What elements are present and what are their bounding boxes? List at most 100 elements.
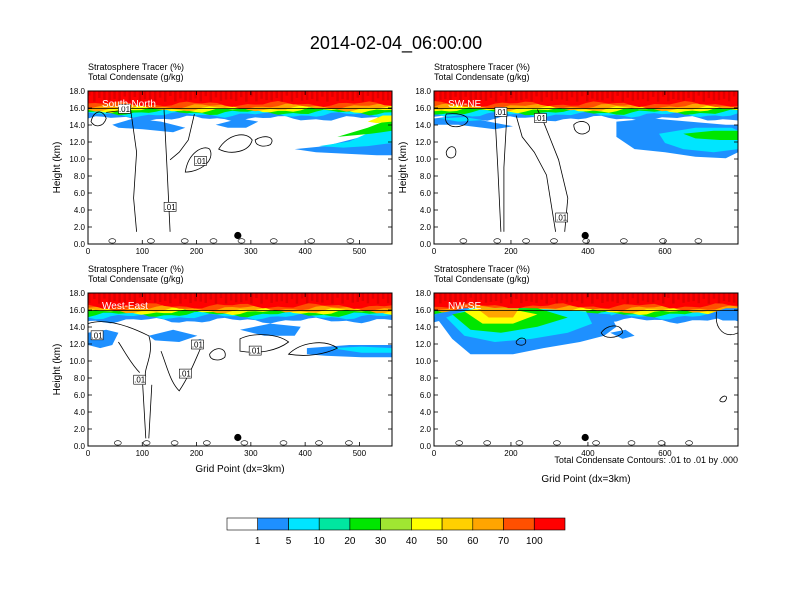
tracer-streak — [499, 91, 503, 96]
tracer-streak — [504, 91, 508, 102]
colorbar-swatch — [318, 517, 351, 531]
tracer-streak — [194, 91, 197, 99]
surface-contour — [147, 238, 155, 244]
surface-contour — [550, 238, 558, 244]
surface-contour — [483, 440, 492, 446]
tracer-streak — [194, 293, 197, 302]
tracer-streak — [376, 293, 380, 304]
tracer-streak — [591, 91, 594, 99]
y-tick-label: 18.0 — [69, 87, 85, 96]
tracer-streak — [626, 91, 629, 98]
contour-label: .01 — [495, 108, 507, 117]
x-tick-label: 0 — [432, 449, 437, 458]
tracer-streak — [295, 293, 299, 304]
x-tick-label: 400 — [581, 247, 595, 256]
tracer-streak — [636, 293, 640, 304]
condensate-contour-0 — [88, 321, 151, 378]
contour-label: .01 — [119, 105, 131, 114]
shaded-region-6 — [707, 308, 738, 321]
tracer-streak — [285, 293, 289, 304]
contour-label: .01 — [134, 376, 146, 385]
tracer-streak — [510, 293, 513, 304]
colorbar-label: 30 — [375, 536, 387, 547]
tracer-streak — [631, 91, 635, 101]
tracer-streak — [331, 293, 334, 304]
tracer-streak — [300, 91, 304, 101]
tracer-streak — [656, 293, 660, 301]
y-tick-label: 0.0 — [74, 240, 86, 249]
tracer-streak — [702, 91, 705, 102]
y-tick-label: 6.0 — [74, 189, 86, 198]
x-tick-label: 0 — [86, 449, 91, 458]
tracer-streak — [662, 293, 665, 304]
tracer-streak — [341, 293, 344, 304]
surface-contour — [493, 238, 502, 244]
contour-label: .01 — [250, 347, 262, 356]
condensate-contour-0 — [600, 325, 623, 338]
y-tick-label: 2.0 — [420, 425, 432, 434]
tracer-streak — [153, 91, 157, 101]
tracer-streak — [515, 293, 518, 299]
y-tick-label: 10.0 — [415, 357, 431, 366]
tracer-streak — [515, 91, 518, 101]
colorbar-label: 10 — [314, 536, 326, 547]
tracer-streak — [133, 293, 137, 304]
tracer-streak — [525, 293, 528, 302]
tracer-streak — [189, 293, 192, 304]
tracer-streak — [707, 91, 711, 99]
tracer-streak — [621, 91, 624, 102]
surface-contour — [459, 238, 468, 244]
condensate-contour-3 — [160, 341, 204, 392]
tracer-streak — [434, 91, 437, 101]
panel-sw-ne: Stratosphere Tracer (%)Total Condensate … — [398, 62, 739, 256]
y-tick-label: 6.0 — [420, 189, 432, 198]
tracer-streak — [179, 91, 182, 99]
x-tick-label: 100 — [136, 449, 150, 458]
tracer-streak — [280, 293, 283, 302]
surface-contour — [627, 440, 636, 446]
contour-label-box — [194, 156, 207, 166]
shaded-region-2 — [683, 130, 738, 140]
tracer-streak — [184, 293, 187, 300]
tracer-streak — [712, 293, 716, 299]
y-tick-label: 18.0 — [415, 87, 431, 96]
tracer-streak — [631, 293, 635, 299]
tracer-streak — [499, 293, 503, 304]
tracer-streak — [316, 293, 319, 303]
colorbar-label: 5 — [286, 536, 292, 547]
tracer-streak — [113, 91, 116, 99]
condensate-contour-2 — [142, 384, 153, 439]
tracer-streak — [371, 91, 375, 102]
tracer-streak — [240, 91, 243, 98]
y-tick-label: 2.0 — [74, 223, 86, 232]
panel-title-line: Stratosphere Tracer (%) — [88, 62, 184, 72]
tracer-streak — [250, 293, 253, 304]
tracer-streak — [366, 91, 370, 96]
y-tick-label: 0.0 — [74, 442, 86, 451]
surface-contour — [694, 238, 703, 244]
tracer-streak — [560, 293, 564, 301]
contour-label-box — [534, 113, 547, 123]
tracer-streak — [103, 91, 106, 101]
y-tick-label: 10.0 — [415, 155, 431, 164]
contour-label-box — [133, 374, 146, 385]
tracer-streak — [697, 91, 700, 96]
colorbar-label: 70 — [498, 536, 510, 547]
tracer-streak — [123, 91, 126, 97]
tracer-streak — [560, 91, 564, 100]
tracer-streak — [474, 91, 477, 100]
tracer-streak — [98, 293, 101, 304]
tracer-streak — [108, 293, 111, 304]
x-tick-label: 500 — [353, 449, 367, 458]
tracer-streak — [240, 293, 243, 303]
x-tick-label: 400 — [298, 449, 312, 458]
tracer-streak — [305, 91, 309, 100]
tracer-streak — [479, 91, 483, 100]
y-tick-label: 10.0 — [69, 357, 85, 366]
surface-contour — [619, 238, 628, 244]
tracer-streak — [376, 91, 380, 99]
tracer-streak — [677, 91, 680, 100]
tracer-streak — [386, 91, 390, 101]
contour-label: .01 — [192, 341, 204, 350]
colorbar-swatch — [472, 517, 504, 531]
